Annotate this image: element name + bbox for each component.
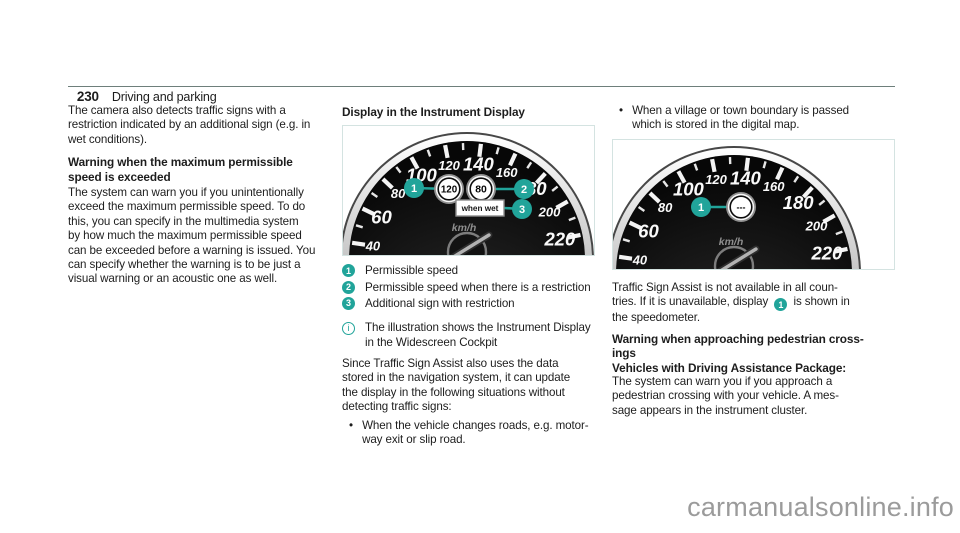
callout-1-badge: 1: [342, 264, 355, 278]
unit-label: km/h: [719, 236, 744, 248]
info-icon: i: [342, 321, 355, 335]
speedometer-dial: 406080100120140160180200220km/h1201802wh…: [343, 132, 594, 256]
paragraph-pedestrian-warning: The system can warn you if you approach …: [612, 375, 839, 417]
svg-text:80: 80: [475, 185, 487, 196]
paragraph-warning-max-speed: The system can warn you if you unintenti…: [68, 186, 316, 286]
svg-text:200: 200: [538, 205, 561, 220]
paragraph-camera-detection: The camera also detects traffic signs wi…: [68, 104, 311, 146]
legend-item-3: 3 Additional sign with restriction: [342, 296, 600, 311]
speed-limit-sign: 80: [466, 174, 496, 205]
bullet-item-village: • When a village or town boundary is pas…: [612, 104, 912, 133]
needle-hub: [446, 232, 488, 256]
svg-text:120: 120: [705, 172, 727, 187]
page-header: 230 Driving and parking: [68, 70, 217, 106]
watermark: carmanualsonline.info: [687, 492, 954, 522]
legend-item-1: 1 Permissible speed: [342, 264, 600, 278]
legend-label-3: Additional sign with restriction: [365, 296, 515, 310]
svg-text:3: 3: [519, 204, 525, 216]
svg-text:160: 160: [763, 179, 785, 194]
svg-text:220: 220: [543, 229, 576, 250]
callout-2-badge: 2: [514, 179, 534, 200]
svg-text:180: 180: [783, 192, 815, 213]
svg-text:when wet: when wet: [461, 204, 499, 213]
paragraph-navigation-data: Since Traffic Sign Assist also uses the …: [342, 357, 571, 414]
bullet-item-roads: • When the vehicle changes roads, e.g. m…: [342, 419, 600, 448]
svg-text:140: 140: [463, 154, 495, 175]
info-note: i The illustration shows the Instrument …: [342, 321, 600, 350]
heading-driving-assistance: Vehicles with Driving Assistance Package…: [612, 360, 847, 375]
speedometer-figure-1: 406080100120140160180200220km/h1201802wh…: [342, 125, 595, 257]
svg-text:160: 160: [496, 166, 518, 181]
heading-warning-max-speed: Warning when the maximum permissible spe…: [68, 155, 293, 184]
header-divider: [68, 86, 895, 87]
needle: [720, 247, 758, 269]
heading-pedestrian-crossings: Warning when approaching pedestrian cros…: [612, 331, 864, 361]
svg-text:120: 120: [441, 185, 458, 196]
bullet-dot: •: [349, 418, 354, 432]
svg-text:40: 40: [632, 252, 648, 267]
svg-text:1: 1: [411, 183, 417, 195]
figure-legend: 1 Permissible speed 2 Permissible speed …: [342, 264, 600, 311]
svg-text:60: 60: [371, 207, 392, 228]
legend-item-2: 2 Permissible speed when there is a rest…: [342, 280, 600, 295]
callout-3-badge: 3: [512, 199, 532, 220]
speedometer-figure-2: 40 60 80 100 120 140 160 180 200 220 km/h --- 1: [612, 138, 895, 270]
availability-text-before: Traffic Sign Assist is not available in …: [612, 280, 838, 309]
bullet-text-village: When a village or town boundary is passe…: [632, 104, 850, 132]
svg-text:80: 80: [658, 200, 673, 215]
callout-1-badge: 1: [404, 178, 424, 199]
speed-limit-sign: ---: [726, 191, 756, 222]
chapter-title: Driving and parking: [111, 90, 217, 104]
svg-text:2: 2: [521, 184, 527, 196]
svg-text:200: 200: [805, 218, 828, 233]
callout-3-badge: 3: [342, 296, 355, 310]
svg-text:60: 60: [638, 220, 659, 241]
speed-limit-sign: 120: [434, 174, 464, 205]
svg-text:220: 220: [810, 242, 843, 263]
svg-text:---: ---: [737, 202, 746, 212]
svg-text:40: 40: [365, 239, 381, 254]
svg-text:100: 100: [673, 178, 705, 199]
paragraph-availability: Traffic Sign Assist is not available in …: [612, 281, 912, 326]
additional-sign-plate: when wet: [455, 199, 505, 218]
callout-2-badge: 2: [342, 280, 355, 294]
legend-label-1: Permissible speed: [365, 264, 459, 278]
svg-text:140: 140: [730, 168, 762, 189]
info-note-text: The illustration shows the Instrument Di…: [365, 321, 591, 349]
column-right: • When a village or town boundary is pas…: [612, 104, 912, 418]
svg-text:1: 1: [698, 202, 704, 214]
column-left: The camera also detects traffic signs wi…: [68, 104, 340, 287]
heading-instrument-display: Display in the Instrument Display: [342, 105, 525, 119]
needle-hub: [713, 245, 755, 269]
bullet-text-roads: When the vehicle changes roads, e.g. mot…: [362, 418, 589, 447]
availability-text-after: is shown in the speedometer.: [612, 295, 850, 325]
column-middle: Display in the Instrument Display 40 60 80…: [342, 105, 600, 447]
callout-1-badge: 1: [691, 196, 711, 217]
page-number: 230: [76, 89, 99, 104]
unit-label: km/h: [452, 222, 477, 234]
bullet-dot: •: [619, 104, 624, 117]
svg-text:80: 80: [391, 186, 406, 201]
needle: [453, 233, 491, 256]
legend-label-2: Permissible speed when there is a restri…: [365, 280, 591, 294]
callout-1-badge-inline: 1: [774, 298, 788, 312]
svg-text:120: 120: [438, 159, 460, 174]
